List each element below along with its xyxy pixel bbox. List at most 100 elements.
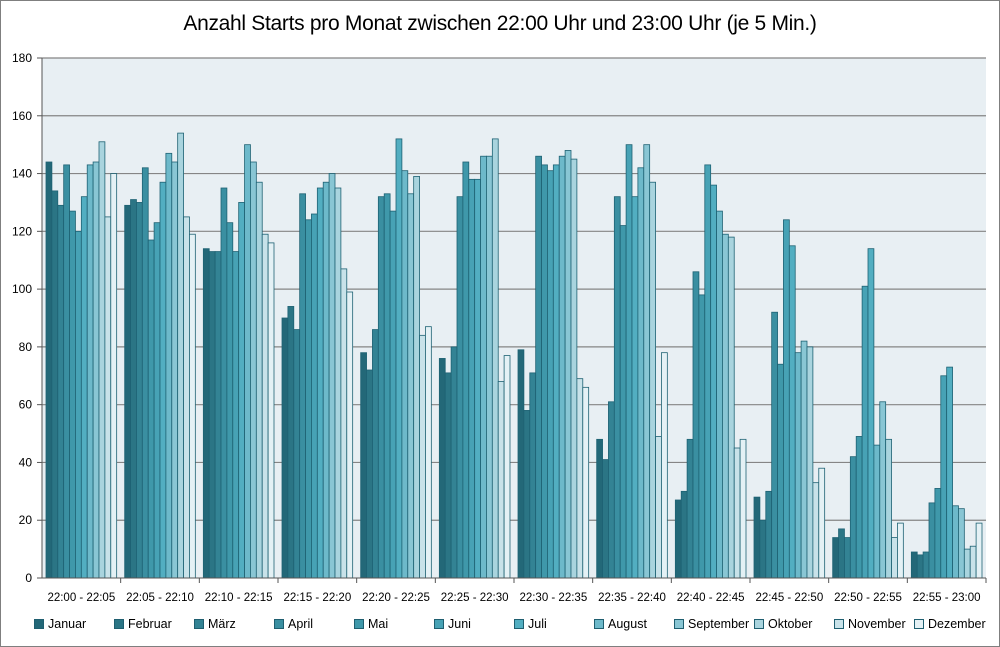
bar-oktober-10 bbox=[885, 438, 892, 579]
bar-september-10 bbox=[879, 401, 887, 579]
bar-januar-4 bbox=[360, 352, 367, 579]
legend-swatch bbox=[594, 619, 604, 629]
bar-februar-3 bbox=[287, 306, 295, 579]
bar-april-6 bbox=[535, 155, 542, 579]
bar-dezember-5 bbox=[503, 355, 511, 579]
bar-april-7 bbox=[613, 196, 621, 579]
y-tick-label: 0 bbox=[25, 571, 32, 585]
bar-januar-11 bbox=[910, 551, 918, 579]
x-tick-label: 22:55 - 23:00 bbox=[913, 592, 981, 604]
legend-label: Februar bbox=[128, 617, 172, 631]
bar-juni-3 bbox=[311, 213, 318, 579]
bar-juli-9 bbox=[788, 245, 796, 579]
bar-dezember-7 bbox=[661, 352, 668, 579]
bar-juni-2 bbox=[232, 251, 240, 579]
x-tick-label: 22:20 - 22:25 bbox=[362, 592, 430, 604]
bar-märz-4 bbox=[372, 329, 379, 579]
bar-märz-7 bbox=[608, 401, 615, 579]
y-tick-label: 120 bbox=[12, 224, 32, 238]
bar-juni-9 bbox=[783, 219, 790, 579]
legend-item-januar: Januar bbox=[34, 617, 86, 631]
x-tick-label: 22:45 - 22:50 bbox=[755, 592, 823, 604]
bar-april-0 bbox=[63, 164, 70, 579]
bar-dezember-3 bbox=[346, 291, 354, 579]
legend-swatch bbox=[674, 619, 684, 629]
bar-januar-6 bbox=[517, 349, 525, 579]
bar-januar-3 bbox=[281, 317, 289, 579]
bar-märz-3 bbox=[293, 329, 301, 579]
bar-april-11 bbox=[928, 502, 936, 579]
legend-item-februar: Februar bbox=[114, 617, 172, 631]
bar-februar-10 bbox=[838, 528, 845, 579]
bar-februar-5 bbox=[444, 372, 452, 579]
bar-september-11 bbox=[958, 508, 965, 579]
y-tick-label: 100 bbox=[12, 282, 32, 296]
x-tick-label: 22:25 - 22:30 bbox=[441, 592, 509, 604]
x-tick-label: 22:05 - 22:10 bbox=[126, 592, 194, 604]
legend-label: August bbox=[608, 617, 647, 631]
gridlines bbox=[42, 57, 986, 521]
bar-november-1 bbox=[183, 216, 190, 579]
legend-item-mai: Mai bbox=[354, 617, 388, 631]
bar-november-10 bbox=[891, 537, 898, 579]
legend-item-november: November bbox=[834, 617, 906, 631]
bar-november-11 bbox=[969, 545, 977, 579]
legend-label: Oktober bbox=[768, 617, 813, 631]
bar-dezember-4 bbox=[425, 326, 432, 579]
bar-juli-11 bbox=[946, 366, 953, 579]
bar-dezember-1 bbox=[189, 233, 196, 579]
bar-august-3 bbox=[322, 181, 330, 579]
bar-oktober-9 bbox=[806, 346, 814, 579]
bar-september-3 bbox=[328, 173, 336, 579]
bar-juni-8 bbox=[704, 164, 712, 579]
bar-juni-7 bbox=[625, 144, 633, 579]
x-tick-label: 22:40 - 22:45 bbox=[677, 592, 745, 604]
bar-mai-6 bbox=[541, 164, 548, 579]
bar-juli-3 bbox=[316, 187, 324, 579]
bar-november-2 bbox=[261, 233, 269, 579]
bar-dezember-11 bbox=[975, 522, 983, 579]
bar-september-9 bbox=[800, 340, 808, 579]
legend-swatch bbox=[354, 619, 364, 629]
legend-label: November bbox=[848, 617, 906, 631]
bar-februar-6 bbox=[523, 410, 531, 579]
bar-januar-7 bbox=[596, 438, 603, 579]
bar-dezember-9 bbox=[818, 467, 826, 579]
bar-mai-3 bbox=[305, 219, 312, 579]
y-tick-label: 160 bbox=[12, 109, 32, 123]
bar-november-0 bbox=[104, 216, 112, 579]
bar-januar-10 bbox=[832, 537, 839, 579]
legend-swatch bbox=[914, 619, 924, 629]
legend-label: Juni bbox=[448, 617, 471, 631]
bar-april-1 bbox=[141, 167, 149, 579]
bar-januar-0 bbox=[45, 161, 53, 579]
x-tick-label: 22:10 - 22:15 bbox=[205, 592, 273, 604]
bar-august-11 bbox=[952, 505, 959, 579]
legend: Januar Februar März April Mai Juni Juli August S… bbox=[30, 617, 990, 635]
bar-februar-11 bbox=[916, 554, 924, 579]
bar-mai-8 bbox=[698, 294, 706, 579]
bar-juni-4 bbox=[389, 210, 397, 579]
legend-item-april: April bbox=[274, 617, 313, 631]
bar-august-6 bbox=[558, 155, 566, 579]
bar-juni-11 bbox=[940, 375, 948, 579]
bar-oktober-8 bbox=[727, 236, 735, 579]
bar-juli-1 bbox=[159, 181, 167, 579]
legend-swatch bbox=[194, 619, 204, 629]
bar-mai-0 bbox=[69, 210, 76, 579]
bar-april-9 bbox=[771, 311, 778, 579]
bar-märz-9 bbox=[765, 490, 773, 579]
bar-märz-0 bbox=[57, 204, 65, 579]
bar-februar-2 bbox=[208, 251, 216, 579]
bar-oktober-1 bbox=[177, 132, 184, 579]
bar-dezember-8 bbox=[739, 438, 747, 579]
bar-september-7 bbox=[643, 144, 651, 579]
bar-september-5 bbox=[486, 155, 493, 579]
bar-oktober-7 bbox=[649, 181, 656, 579]
bar-februar-9 bbox=[759, 519, 767, 579]
bar-januar-2 bbox=[202, 248, 210, 579]
legend-swatch bbox=[834, 619, 844, 629]
bar-juli-10 bbox=[867, 248, 875, 579]
bar-august-2 bbox=[244, 144, 251, 579]
bar-august-8 bbox=[716, 210, 723, 579]
